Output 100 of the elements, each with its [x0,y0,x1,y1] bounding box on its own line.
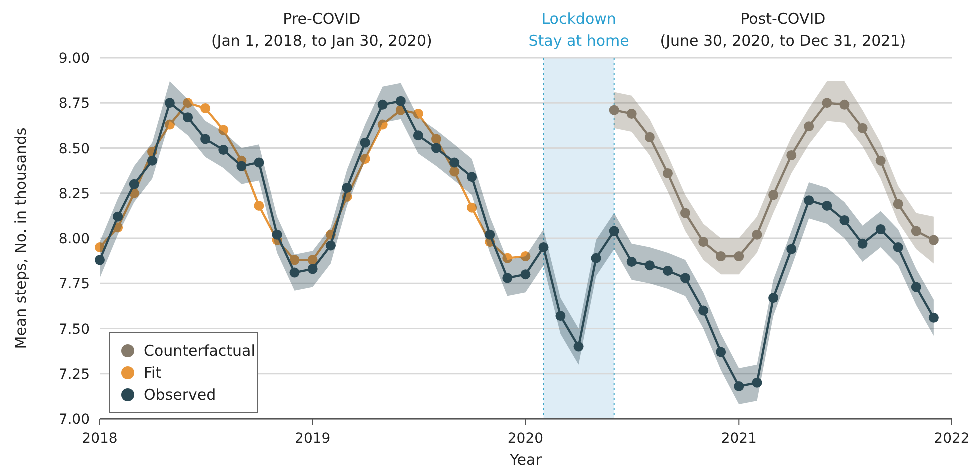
point [609,226,620,236]
point [450,166,460,177]
point [858,238,868,249]
point [485,230,496,240]
point [786,244,797,254]
point [609,105,620,116]
y-tick-label: 7.00 [58,412,90,428]
point [113,212,124,222]
point [431,143,442,154]
point [467,172,478,182]
point [893,199,904,210]
point [326,240,336,251]
point [928,235,939,246]
y-tick-label: 7.75 [58,276,90,293]
point [858,123,868,134]
point [644,260,655,271]
point [876,224,886,234]
point [716,347,726,358]
point [574,342,584,352]
point [200,104,211,114]
point [467,202,478,213]
point [95,242,105,253]
point [626,256,637,267]
point [396,96,406,106]
point [680,208,690,218]
point [360,138,370,148]
point [254,158,264,168]
x-tick-label: 2022 [934,431,970,447]
point [822,201,832,212]
point [822,98,832,108]
point [804,196,814,206]
point [147,156,158,166]
x-tick-label: 2019 [295,431,331,447]
y-tick-label: 8.25 [58,186,90,202]
point [520,252,531,262]
point [538,242,549,253]
point [591,253,602,264]
point [752,230,762,240]
point [698,306,709,316]
point [129,179,140,190]
legend-label: Fit [144,364,162,382]
point [626,108,637,119]
point [556,311,566,322]
point [308,255,318,266]
y-tick-label: 9.00 [58,51,90,67]
point [183,112,194,123]
point [290,255,300,266]
point [413,108,424,119]
point [450,158,460,168]
x-tick-label: 2020 [508,431,544,447]
point [164,120,175,130]
point [502,253,513,264]
text: Post-COVID (June 30, 2020, to Dec 31, 2021) [660,10,906,50]
x-tick-label: 2021 [721,431,757,447]
point [218,125,229,136]
point [502,273,513,284]
point [911,226,922,236]
point [254,201,264,212]
point [290,268,300,278]
x-axis-title: Year [509,451,543,469]
point [768,293,779,304]
point [768,190,779,200]
point [644,132,655,142]
point [378,120,388,130]
point [663,168,673,179]
point [342,182,352,193]
point [752,378,762,388]
point [840,100,850,110]
point [378,100,388,110]
y-tick-label: 8.00 [58,232,90,248]
y-tick-label: 7.50 [58,322,90,338]
point [183,98,194,108]
legend-label: Counterfactual [144,342,256,360]
point [734,252,744,262]
point [360,154,370,164]
point [804,122,814,132]
point [911,282,922,292]
y-axis-title: Mean steps, No. in thousands [12,128,30,350]
point [840,215,850,226]
text: Pre-COVID (Jan 1, 2018, to Jan 30, 2020) [211,10,432,50]
point [272,230,282,240]
point [734,382,744,392]
point [413,130,424,141]
x-tick-label: 2018 [82,431,118,447]
point [520,270,531,280]
point [200,134,211,144]
band-label: Lockdown Stay at home [528,10,630,50]
point [218,145,229,156]
point [716,252,726,262]
point [95,255,105,266]
point [680,273,690,284]
point [663,266,673,276]
y-tick-label: 8.50 [58,141,90,158]
point [893,242,904,253]
legend-label: Observed [144,386,216,404]
point [236,161,247,172]
y-tick-label: 8.75 [58,96,90,112]
point [431,134,442,144]
point [308,264,318,274]
y-tick-label: 7.25 [58,366,90,383]
